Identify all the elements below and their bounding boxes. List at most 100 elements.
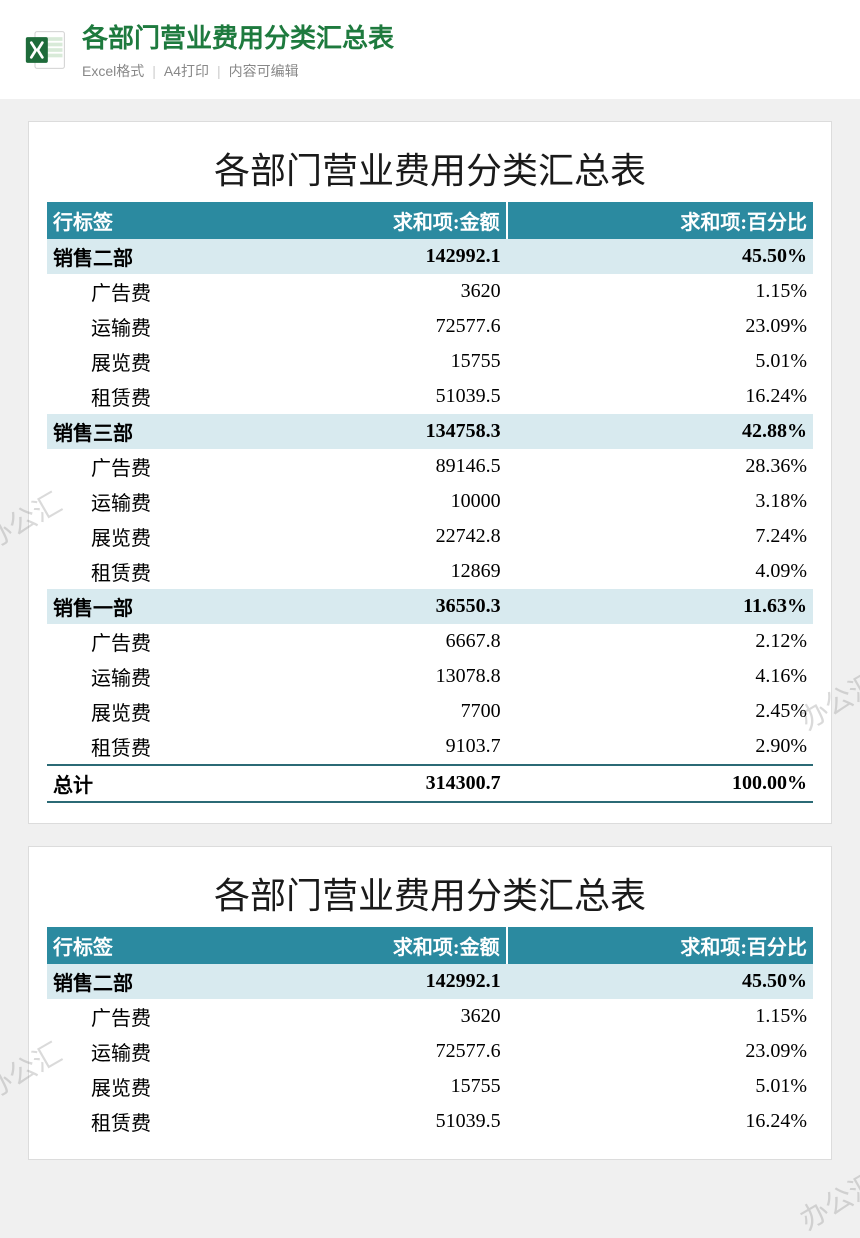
group-name: 销售二部 bbox=[47, 964, 277, 999]
group-pct: 42.88% bbox=[507, 414, 813, 449]
table-row: 租赁费51039.516.24% bbox=[47, 1104, 813, 1139]
item-pct: 2.90% bbox=[507, 729, 813, 765]
item-pct: 1.15% bbox=[507, 274, 813, 309]
group-pct: 45.50% bbox=[507, 239, 813, 274]
table-row: 租赁费51039.516.24% bbox=[47, 379, 813, 414]
item-amount: 72577.6 bbox=[277, 309, 507, 344]
table-row: 租赁费128694.09% bbox=[47, 554, 813, 589]
item-pct: 23.09% bbox=[507, 1034, 813, 1069]
item-name: 展览费 bbox=[47, 1069, 277, 1104]
col-header-amount: 求和项:金额 bbox=[277, 202, 507, 239]
item-pct: 2.45% bbox=[507, 694, 813, 729]
item-name: 展览费 bbox=[47, 344, 277, 379]
item-name: 租赁费 bbox=[47, 554, 277, 589]
header-text: 各部门营业费用分类汇总表 Excel格式|A4打印|内容可编辑 bbox=[82, 18, 394, 81]
page-title: 各部门营业费用分类汇总表 bbox=[82, 18, 394, 55]
item-pct: 23.09% bbox=[507, 309, 813, 344]
table-group-row: 销售三部134758.342.88% bbox=[47, 414, 813, 449]
table-group-row: 销售二部142992.145.50% bbox=[47, 964, 813, 999]
group-amount: 36550.3 bbox=[277, 589, 507, 624]
group-amount: 142992.1 bbox=[277, 239, 507, 274]
page-header: 各部门营业费用分类汇总表 Excel格式|A4打印|内容可编辑 bbox=[0, 0, 860, 99]
item-amount: 10000 bbox=[277, 484, 507, 519]
group-pct: 11.63% bbox=[507, 589, 813, 624]
item-name: 展览费 bbox=[47, 694, 277, 729]
table-row: 运输费100003.18% bbox=[47, 484, 813, 519]
table-total-row: 总计314300.7100.00% bbox=[47, 765, 813, 802]
table-row: 运输费13078.84.16% bbox=[47, 659, 813, 694]
preview-card-1: 各部门营业费用分类汇总表 行标签 求和项:金额 求和项:百分比 销售二部1429… bbox=[28, 121, 832, 824]
item-amount: 51039.5 bbox=[277, 379, 507, 414]
table-row: 展览费157555.01% bbox=[47, 344, 813, 379]
item-pct: 3.18% bbox=[507, 484, 813, 519]
col-header-label: 行标签 bbox=[47, 927, 277, 964]
subtitle-format: Excel格式 bbox=[82, 63, 144, 79]
subtitle-editable: 内容可编辑 bbox=[229, 63, 299, 79]
item-amount: 6667.8 bbox=[277, 624, 507, 659]
subtitle-print: A4打印 bbox=[164, 63, 209, 79]
table-title: 各部门营业费用分类汇总表 bbox=[47, 136, 813, 202]
table-row: 广告费6667.82.12% bbox=[47, 624, 813, 659]
group-name: 销售一部 bbox=[47, 589, 277, 624]
table-row: 展览费22742.87.24% bbox=[47, 519, 813, 554]
table-row: 广告费36201.15% bbox=[47, 274, 813, 309]
item-amount: 22742.8 bbox=[277, 519, 507, 554]
item-pct: 16.24% bbox=[507, 1104, 813, 1139]
total-amount: 314300.7 bbox=[277, 765, 507, 802]
table-row: 运输费72577.623.09% bbox=[47, 309, 813, 344]
col-header-pct: 求和项:百分比 bbox=[507, 927, 813, 964]
table-row: 展览费77002.45% bbox=[47, 694, 813, 729]
group-amount: 142992.1 bbox=[277, 964, 507, 999]
item-amount: 13078.8 bbox=[277, 659, 507, 694]
table-row: 广告费36201.15% bbox=[47, 999, 813, 1034]
item-pct: 4.09% bbox=[507, 554, 813, 589]
item-pct: 1.15% bbox=[507, 999, 813, 1034]
item-amount: 9103.7 bbox=[277, 729, 507, 765]
summary-table: 行标签 求和项:金额 求和项:百分比 销售二部142992.145.50%广告费… bbox=[47, 202, 813, 803]
item-amount: 12869 bbox=[277, 554, 507, 589]
col-header-amount: 求和项:金额 bbox=[277, 927, 507, 964]
item-name: 租赁费 bbox=[47, 729, 277, 765]
item-name: 租赁费 bbox=[47, 1104, 277, 1139]
total-pct: 100.00% bbox=[507, 765, 813, 802]
item-pct: 2.12% bbox=[507, 624, 813, 659]
table-row: 租赁费9103.72.90% bbox=[47, 729, 813, 765]
item-name: 运输费 bbox=[47, 1034, 277, 1069]
item-pct: 28.36% bbox=[507, 449, 813, 484]
table-group-row: 销售二部142992.145.50% bbox=[47, 239, 813, 274]
item-amount: 89146.5 bbox=[277, 449, 507, 484]
page-subtitle: Excel格式|A4打印|内容可编辑 bbox=[82, 61, 394, 81]
item-name: 广告费 bbox=[47, 624, 277, 659]
item-name: 展览费 bbox=[47, 519, 277, 554]
preview-card-2: 各部门营业费用分类汇总表 行标签 求和项:金额 求和项:百分比 销售二部1429… bbox=[28, 846, 832, 1160]
item-amount: 15755 bbox=[277, 1069, 507, 1104]
item-amount: 51039.5 bbox=[277, 1104, 507, 1139]
watermark: 办公汇 bbox=[792, 1162, 860, 1238]
group-pct: 45.50% bbox=[507, 964, 813, 999]
item-name: 运输费 bbox=[47, 484, 277, 519]
item-amount: 3620 bbox=[277, 274, 507, 309]
total-label: 总计 bbox=[47, 765, 277, 802]
table-row: 运输费72577.623.09% bbox=[47, 1034, 813, 1069]
item-pct: 5.01% bbox=[507, 1069, 813, 1104]
table-title: 各部门营业费用分类汇总表 bbox=[47, 861, 813, 927]
item-amount: 7700 bbox=[277, 694, 507, 729]
item-pct: 4.16% bbox=[507, 659, 813, 694]
item-amount: 72577.6 bbox=[277, 1034, 507, 1069]
item-name: 运输费 bbox=[47, 659, 277, 694]
table-row: 展览费157555.01% bbox=[47, 1069, 813, 1104]
item-name: 广告费 bbox=[47, 449, 277, 484]
item-pct: 7.24% bbox=[507, 519, 813, 554]
item-name: 租赁费 bbox=[47, 379, 277, 414]
item-pct: 5.01% bbox=[507, 344, 813, 379]
excel-icon bbox=[24, 28, 68, 72]
item-name: 广告费 bbox=[47, 999, 277, 1034]
group-name: 销售二部 bbox=[47, 239, 277, 274]
group-amount: 134758.3 bbox=[277, 414, 507, 449]
col-header-pct: 求和项:百分比 bbox=[507, 202, 813, 239]
item-amount: 3620 bbox=[277, 999, 507, 1034]
item-name: 广告费 bbox=[47, 274, 277, 309]
table-group-row: 销售一部36550.311.63% bbox=[47, 589, 813, 624]
summary-table: 行标签 求和项:金额 求和项:百分比 销售二部142992.145.50%广告费… bbox=[47, 927, 813, 1139]
table-row: 广告费89146.528.36% bbox=[47, 449, 813, 484]
